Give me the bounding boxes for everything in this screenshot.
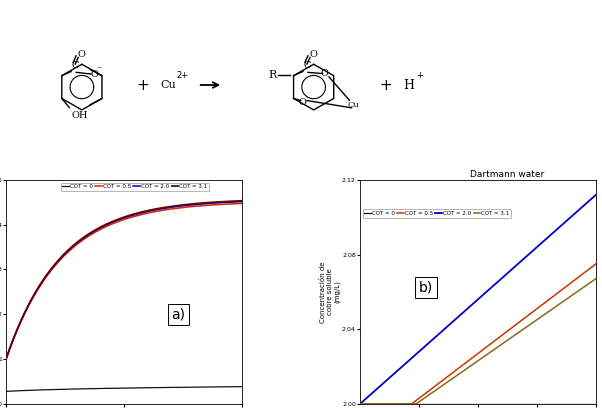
Text: +: + [417,71,423,80]
Text: a): a) [172,307,185,321]
Text: H: H [403,78,414,91]
Text: Dartmann water: Dartmann water [470,170,544,179]
Text: O: O [90,70,98,79]
Text: +: + [137,78,149,93]
Text: C: C [72,61,79,70]
Y-axis label: Concentración de
cobre soluble
(mg/L): Concentración de cobre soluble (mg/L) [320,261,341,323]
Text: O: O [309,50,317,59]
Text: b): b) [419,280,433,295]
Text: O: O [299,98,307,107]
Text: O: O [321,69,329,78]
Text: 2+: 2+ [176,71,188,80]
Text: ⁻: ⁻ [306,94,310,103]
Text: Cu: Cu [348,100,359,109]
Text: ⁻: ⁻ [97,65,102,75]
Text: Cu: Cu [160,80,176,90]
Text: R: R [268,71,276,80]
Text: +: + [379,78,392,93]
Legend: COT = 0, COT = 0.5, COT = 2.0, COT = 3.1: COT = 0, COT = 0.5, COT = 2.0, COT = 3.1 [363,209,511,218]
Text: C: C [303,61,311,70]
Text: O: O [78,50,85,59]
Text: OH: OH [71,111,87,120]
Legend: COT = 0, COT = 0.5, COT = 2.0, COT = 3.1: COT = 0, COT = 0.5, COT = 2.0, COT = 3.1 [61,183,209,191]
